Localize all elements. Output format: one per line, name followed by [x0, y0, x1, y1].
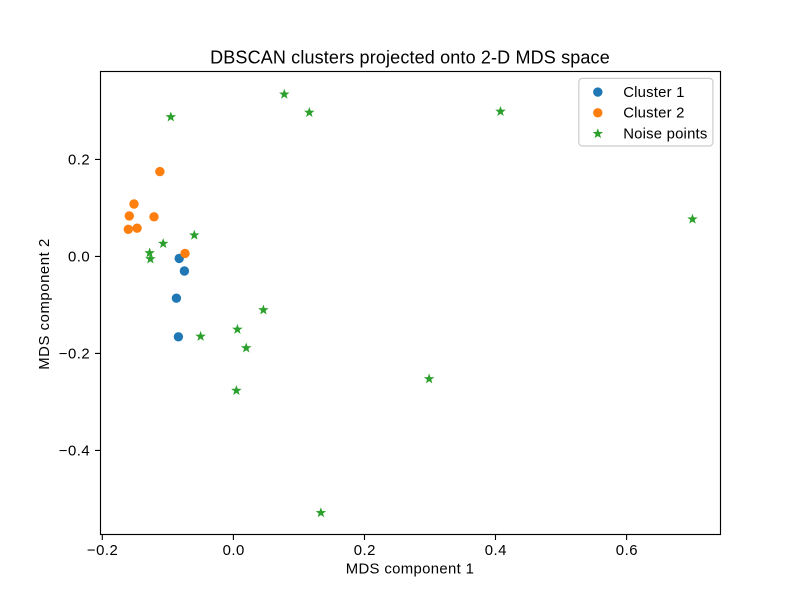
svg-text:MDS component 2: MDS component 2 — [37, 238, 53, 370]
svg-text:−0.2: −0.2 — [59, 347, 90, 363]
svg-text:Cluster 2: Cluster 2 — [623, 106, 684, 122]
svg-text:Cluster 1: Cluster 1 — [623, 85, 684, 101]
svg-text:0.0: 0.0 — [68, 250, 90, 266]
svg-text:0.4: 0.4 — [485, 543, 507, 559]
svg-text:0.2: 0.2 — [354, 543, 376, 559]
svg-text:0.0: 0.0 — [223, 543, 245, 559]
svg-text:−0.2: −0.2 — [87, 543, 118, 559]
svg-text:Noise points: Noise points — [623, 127, 707, 143]
svg-text:DBSCAN clusters projected onto: DBSCAN clusters projected onto 2-D MDS s… — [210, 48, 610, 68]
svg-text:0.6: 0.6 — [616, 543, 638, 559]
svg-text:−0.4: −0.4 — [59, 444, 90, 460]
svg-text:0.2: 0.2 — [68, 153, 90, 169]
svg-text:MDS component 1: MDS component 1 — [346, 562, 475, 578]
